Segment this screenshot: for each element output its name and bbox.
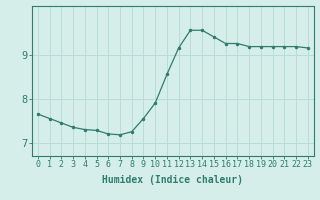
X-axis label: Humidex (Indice chaleur): Humidex (Indice chaleur) [102, 175, 243, 185]
